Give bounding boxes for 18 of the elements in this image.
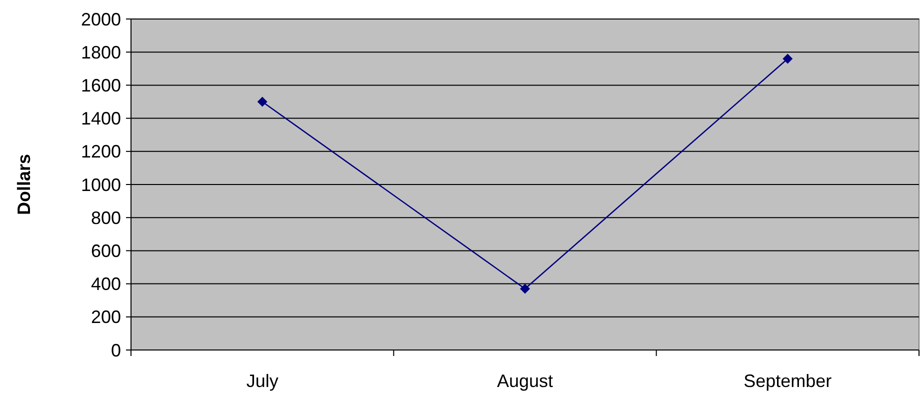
y-tick-label: 1400 bbox=[80, 108, 121, 129]
y-tick-label: 1600 bbox=[80, 76, 121, 96]
point bbox=[782, 54, 793, 64]
point bbox=[520, 284, 530, 294]
y-axis-title: Dollars bbox=[14, 154, 34, 216]
y-tick-label: 200 bbox=[90, 307, 121, 328]
y-tick-label: 1800 bbox=[80, 42, 121, 62]
x-tick-label: July bbox=[246, 371, 278, 391]
y-tick-label: 2000 bbox=[80, 9, 121, 30]
y-tick-label: 800 bbox=[90, 208, 121, 228]
y-tick-label: 1200 bbox=[80, 142, 121, 162]
y-tick-label: 0 bbox=[110, 340, 121, 360]
x-tick-label: August bbox=[496, 371, 554, 391]
y-tick-label: 1000 bbox=[80, 174, 121, 195]
point bbox=[257, 96, 268, 107]
x-tick-label: September bbox=[744, 371, 832, 391]
y-tick-label: 400 bbox=[90, 274, 121, 294]
y-tick-label: 600 bbox=[90, 241, 121, 261]
